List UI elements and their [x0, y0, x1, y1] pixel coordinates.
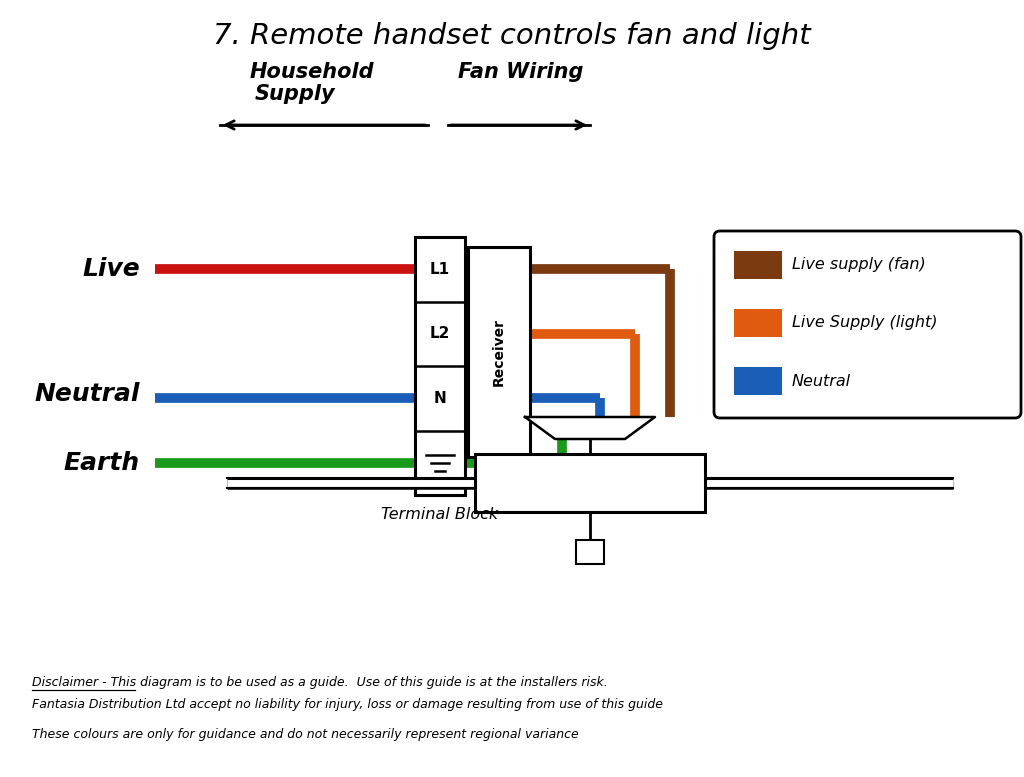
Text: 7. Remote handset controls fan and light: 7. Remote handset controls fan and light: [213, 22, 811, 50]
Text: Terminal Block: Terminal Block: [381, 507, 499, 522]
Bar: [734, 251, 782, 279]
Text: N: N: [433, 391, 446, 406]
Bar: [415, 237, 465, 495]
Bar: [475, 454, 705, 512]
Text: These colours are only for guidance and do not necessarily represent regional va: These colours are only for guidance and …: [32, 728, 579, 741]
Text: L2: L2: [430, 326, 451, 341]
Polygon shape: [525, 417, 655, 439]
Text: Earth: Earth: [63, 451, 140, 475]
Text: Neutral: Neutral: [792, 374, 851, 388]
Text: Receiver: Receiver: [492, 318, 506, 386]
Bar: [734, 309, 782, 337]
Text: Fantasia Distribution Ltd accept no liability for injury, loss or damage resulti: Fantasia Distribution Ltd accept no liab…: [32, 698, 663, 711]
Text: Fan Wiring: Fan Wiring: [458, 62, 584, 82]
Text: Live supply (fan): Live supply (fan): [792, 257, 926, 273]
Text: Live Supply (light): Live Supply (light): [792, 315, 938, 330]
Text: Live: Live: [82, 257, 140, 281]
Bar: [575, 540, 604, 564]
Text: L1: L1: [430, 262, 451, 277]
Text: Disclaimer - This diagram is to be used as a guide.  Use of this guide is at the: Disclaimer - This diagram is to be used …: [32, 676, 608, 689]
FancyBboxPatch shape: [714, 231, 1021, 418]
Bar: [734, 367, 782, 395]
Text: Household: Household: [250, 62, 375, 82]
Text: Supply: Supply: [255, 84, 335, 104]
Bar: [468, 247, 530, 457]
Text: Neutral: Neutral: [35, 382, 140, 406]
